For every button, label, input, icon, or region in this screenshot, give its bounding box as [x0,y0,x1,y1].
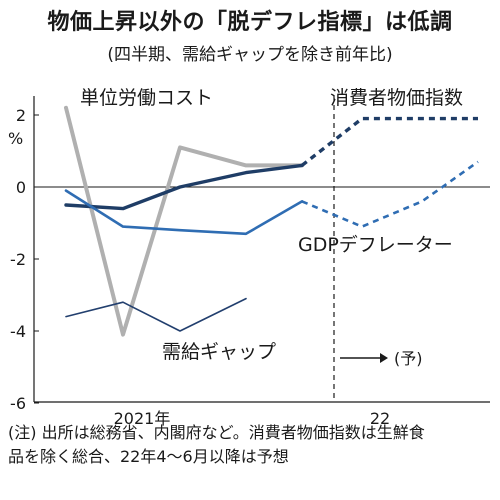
series-line-gdp_deflator [64,189,304,236]
series-lines [64,105,479,337]
series-line-cpi [64,163,304,211]
chart-title: 物価上昇以外の「脱デフレ指標」は低調 [47,10,453,35]
x-group-labels: 2021年 22 [114,409,391,428]
series-label-cpi: 消費者物価指数 [330,87,463,109]
forecast-label: (予) [394,349,423,368]
forecast-arrow-head [380,353,388,363]
series-forecast-line-cpi [300,116,478,167]
y-tick-label: 2 [16,106,26,125]
footnote: (注) 出所は総務省、内閣府など。消費者物価指数は生鮮食 品を除く総合、22年4… [8,421,492,469]
series-label-output-gap: 需給ギャップ [162,341,276,363]
series-label-unit-labor-cost: 単位労働コスト [80,87,213,109]
x-group-label: 2021年 [114,409,171,428]
y-tick-label: -6 [10,394,26,413]
series-line-unit_labor_cost [64,105,304,337]
y-unit-label: % [8,129,23,148]
y-tick-label: 0 [16,178,26,197]
y-tick-label: -4 [10,322,26,341]
y-tick-labels: 2 0 -2 -4 -6 [10,106,39,413]
series-line-output_gap [65,297,247,332]
series-forecast-line-gdp_deflator [301,160,479,229]
y-tick-label: -2 [10,250,26,269]
x-group-label: 22 [370,409,390,428]
axes [33,96,490,403]
footnote-line-2: 品を除く総合、22年4～6月以降は予想 [8,447,289,466]
series-label-gdp-deflator: GDPデフレーター [298,234,453,256]
footnote-line-1: (注) 出所は総務省、内閣府など。消費者物価指数は生鮮食 [8,423,425,442]
chart-subtitle: (四半期、需給ギャップを除き前年比) [107,45,393,65]
